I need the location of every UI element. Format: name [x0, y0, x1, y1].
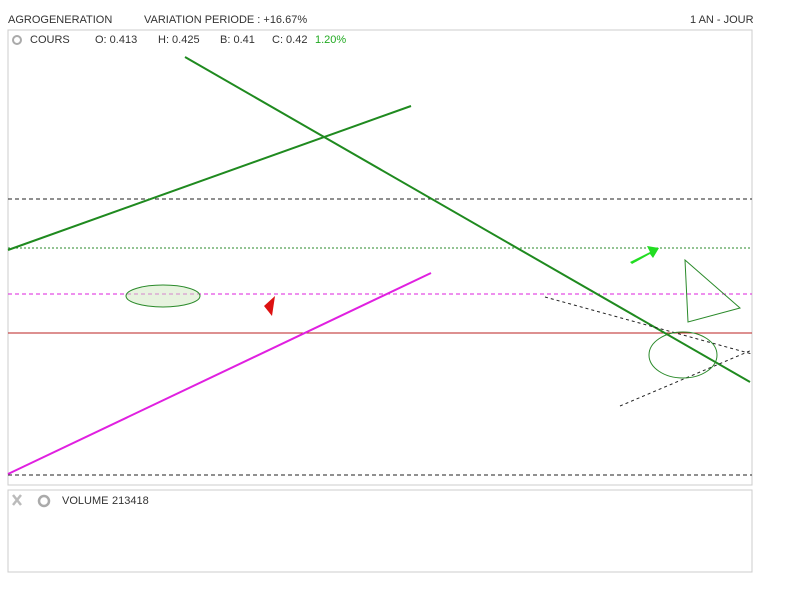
- arrow: [630, 246, 659, 264]
- volume-value: 213418: [112, 495, 149, 507]
- trend-line: [7, 272, 432, 475]
- period: 1 AN - JOUR: [690, 14, 754, 26]
- volume-label: VOLUME: [62, 495, 108, 507]
- legend-low: B: 0.41: [220, 34, 255, 46]
- legend-open: O: 0.413: [95, 34, 137, 46]
- highlight-ellipse: [648, 331, 718, 379]
- legend-label: COURS: [30, 34, 70, 46]
- volume-pane: [7, 489, 753, 573]
- legend-change: 1.20%: [315, 34, 346, 46]
- price-pane: [7, 29, 753, 486]
- arrow: [264, 296, 275, 316]
- settings-icon[interactable]: [12, 35, 22, 45]
- close-icon[interactable]: [12, 494, 22, 506]
- legend-close: C: 0.42: [272, 34, 307, 46]
- variation: VARIATION PERIODE : +16.67%: [144, 14, 307, 26]
- settings-icon[interactable]: [37, 494, 51, 508]
- highlight-ellipse: [125, 284, 201, 308]
- triangle: [684, 258, 742, 323]
- trend-line: [7, 105, 412, 251]
- instrument-name: AGROGENERATION: [8, 14, 112, 26]
- legend-high: H: 0.425: [158, 34, 200, 46]
